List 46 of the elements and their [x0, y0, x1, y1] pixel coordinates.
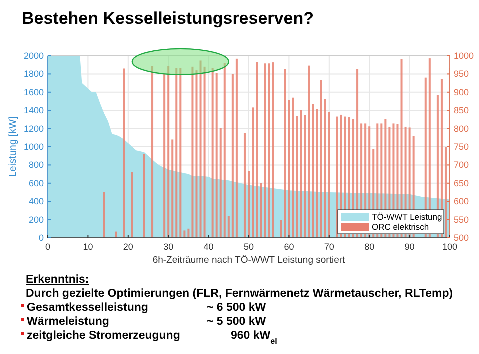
y-tick-label: 400	[28, 196, 44, 207]
x-tick-label: 100	[442, 242, 458, 252]
y2-tick-label: 600	[454, 196, 470, 207]
text: ~ 6 500 kW	[207, 302, 266, 314]
y2-tick-label: 650	[454, 178, 470, 188]
y2-tick-label: 700	[454, 160, 470, 170]
y2-tick-label: 800	[454, 124, 470, 134]
y-axis-title: Leistung [kW]	[8, 116, 19, 178]
text: Erkenntnis:	[26, 274, 90, 286]
y-tick-label: 1600	[24, 87, 44, 98]
text: zeitgleiche Stromerzeugung	[27, 330, 180, 342]
x-tick-label: 90	[404, 242, 415, 252]
y-tick-label: 1800	[24, 69, 44, 80]
y2-tick-label: 500	[454, 233, 470, 243]
y-tick-label: 600	[28, 178, 44, 188]
y2-tick-label: 850	[454, 106, 470, 116]
x-tick-label: 30	[164, 242, 174, 252]
y2-tick-label: 750	[454, 142, 470, 152]
x-tick-label: 20	[123, 242, 134, 252]
text: Durch gezielte Optimierungen (FLR, Fernwärmenetz Wärmetauscher, RLTemp)	[26, 288, 454, 300]
y-tick-label: 1200	[24, 124, 44, 134]
text: ~ 5 500 kW	[207, 316, 266, 328]
legend-label: TÖ-WWT Leistung	[372, 212, 442, 222]
y-tick-label: 800	[28, 160, 44, 170]
y2-tick-label: 1000	[454, 51, 474, 61]
x-tick-label: 60	[284, 242, 294, 252]
y-tick-label: 1400	[24, 106, 44, 116]
text: Gesamtkesselleistung	[27, 302, 148, 314]
x-tick-label: 10	[83, 242, 94, 252]
x-tick-label: 50	[244, 242, 254, 252]
y-tick-label: 200	[28, 214, 44, 225]
text: 960 kW$_{el}$	[231, 330, 278, 346]
x-axis-title: 6h-Zeiträume nach TÖ-WWT Leistung sortiert	[152, 255, 346, 266]
y-tick-label: 1000	[24, 142, 44, 152]
x-tick-label: 0	[45, 242, 51, 252]
x-tick-label: 80	[364, 242, 375, 252]
text: Wärmeleistung	[27, 316, 110, 328]
legend-label: ORC elektrisch	[372, 222, 430, 232]
y2-tick-label: 950	[454, 69, 470, 80]
x-tick-label: 70	[324, 242, 334, 252]
y2-tick-label: 900	[454, 87, 470, 98]
y-tick-label: 2000	[24, 51, 44, 61]
x-tick-label: 40	[204, 242, 214, 252]
y-tick-label: 0	[38, 233, 44, 243]
chart-title: Bestehen Kesselleistungsreserven?	[22, 9, 314, 28]
y2-tick-label: 550	[454, 214, 470, 225]
